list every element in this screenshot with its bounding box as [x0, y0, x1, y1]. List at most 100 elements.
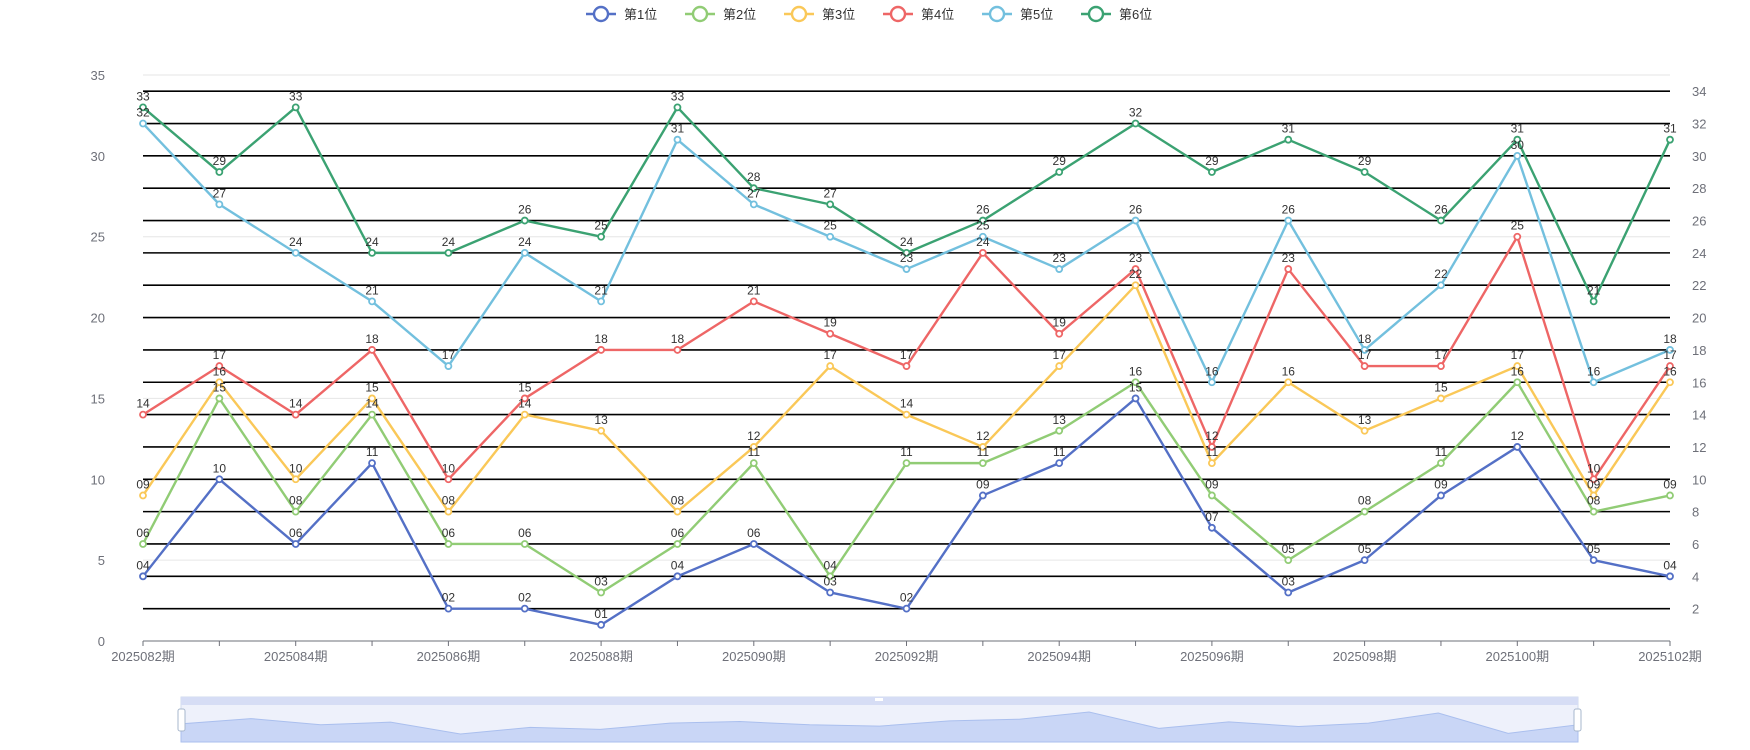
- data-point[interactable]: [1589, 507, 1598, 516]
- data-point[interactable]: [1284, 588, 1293, 597]
- data-point[interactable]: [444, 507, 453, 516]
- data-point[interactable]: [368, 410, 376, 419]
- data-point[interactable]: [1589, 297, 1598, 306]
- datazoom-move-handle[interactable]: [875, 698, 883, 701]
- data-point[interactable]: [1360, 346, 1369, 354]
- legend-item-4[interactable]: 第4位: [883, 5, 954, 23]
- legend-item-5[interactable]: 第5位: [982, 5, 1053, 23]
- data-point[interactable]: [597, 620, 605, 629]
- data-point[interactable]: [444, 248, 453, 257]
- data-point[interactable]: [1666, 378, 1674, 387]
- data-point[interactable]: [1131, 119, 1140, 128]
- data-point[interactable]: [978, 459, 987, 468]
- data-point[interactable]: [978, 248, 987, 257]
- data-point[interactable]: [673, 346, 682, 354]
- data-point[interactable]: [1437, 362, 1445, 370]
- data-point[interactable]: [1284, 265, 1293, 273]
- data-point[interactable]: [978, 491, 987, 500]
- data-point[interactable]: [444, 475, 453, 484]
- data-point[interactable]: [291, 507, 300, 516]
- data-point[interactable]: [520, 216, 529, 225]
- data-point[interactable]: [215, 378, 224, 387]
- datazoom-handle-left[interactable]: [177, 708, 186, 732]
- data-point[interactable]: [1208, 491, 1216, 500]
- data-point[interactable]: [902, 248, 911, 257]
- data-point[interactable]: [520, 248, 529, 257]
- data-point[interactable]: [215, 200, 224, 209]
- data-point[interactable]: [749, 443, 758, 451]
- data-point[interactable]: [1284, 556, 1293, 565]
- data-point[interactable]: [520, 410, 529, 419]
- data-point[interactable]: [1437, 394, 1445, 403]
- data-point[interactable]: [673, 103, 682, 112]
- data-point[interactable]: [1131, 265, 1140, 273]
- data-point[interactable]: [520, 604, 529, 613]
- data-point[interactable]: [368, 394, 376, 403]
- data-point[interactable]: [826, 572, 835, 581]
- data-point[interactable]: [673, 507, 682, 516]
- data-point[interactable]: [1360, 168, 1369, 176]
- data-point[interactable]: [1360, 362, 1369, 370]
- data-point[interactable]: [139, 540, 147, 548]
- data-point[interactable]: [1360, 556, 1369, 565]
- data-point[interactable]: [902, 604, 911, 613]
- data-point[interactable]: [749, 200, 758, 209]
- data-point[interactable]: [673, 135, 682, 144]
- data-point[interactable]: [826, 588, 835, 597]
- legend-item-3[interactable]: 第3位: [784, 5, 855, 23]
- data-point[interactable]: [902, 265, 911, 273]
- datazoom-handle-right[interactable]: [1573, 708, 1582, 732]
- data-point[interactable]: [139, 119, 147, 128]
- data-point[interactable]: [1055, 426, 1064, 435]
- data-point[interactable]: [368, 248, 376, 257]
- data-point[interactable]: [215, 394, 224, 403]
- data-point[interactable]: [749, 297, 758, 306]
- data-point[interactable]: [1666, 572, 1674, 581]
- data-point[interactable]: [1131, 394, 1140, 403]
- data-point[interactable]: [1360, 507, 1369, 516]
- data-point[interactable]: [1589, 556, 1598, 565]
- data-point[interactable]: [444, 362, 453, 370]
- data-point[interactable]: [826, 362, 835, 370]
- data-point[interactable]: [1437, 281, 1445, 290]
- data-point[interactable]: [291, 475, 300, 484]
- data-point[interactable]: [291, 103, 300, 112]
- data-point[interactable]: [673, 572, 682, 581]
- data-point[interactable]: [1666, 346, 1674, 354]
- data-point[interactable]: [826, 232, 835, 241]
- datazoom-slider[interactable]: [177, 696, 1582, 743]
- data-point[interactable]: [1666, 362, 1674, 370]
- data-point[interactable]: [1131, 378, 1140, 387]
- data-point[interactable]: [902, 410, 911, 419]
- data-point[interactable]: [1055, 362, 1064, 370]
- data-point[interactable]: [1589, 378, 1598, 387]
- data-point[interactable]: [1055, 459, 1064, 468]
- data-point[interactable]: [444, 540, 453, 548]
- data-point[interactable]: [368, 297, 376, 306]
- data-point[interactable]: [749, 184, 758, 193]
- data-point[interactable]: [1284, 378, 1293, 387]
- data-point[interactable]: [1513, 232, 1522, 241]
- data-point[interactable]: [1055, 265, 1064, 273]
- data-point[interactable]: [1208, 443, 1216, 451]
- legend[interactable]: 第1位 第2位 第3位 第4位 第5位 第6位: [586, 5, 1152, 23]
- data-point[interactable]: [520, 540, 529, 548]
- data-point[interactable]: [215, 475, 224, 484]
- legend-item-2[interactable]: 第2位: [685, 5, 756, 23]
- data-point[interactable]: [978, 216, 987, 225]
- data-point[interactable]: [1437, 216, 1445, 225]
- data-point[interactable]: [1513, 135, 1522, 144]
- data-point[interactable]: [139, 410, 147, 419]
- data-point[interactable]: [1131, 216, 1140, 225]
- data-point[interactable]: [1513, 151, 1522, 160]
- data-point[interactable]: [597, 346, 605, 354]
- data-point[interactable]: [826, 329, 835, 338]
- data-point[interactable]: [1208, 168, 1216, 176]
- data-point[interactable]: [1055, 168, 1064, 176]
- data-point[interactable]: [597, 426, 605, 435]
- data-point[interactable]: [978, 443, 987, 451]
- data-point[interactable]: [1208, 378, 1216, 387]
- data-point[interactable]: [139, 103, 147, 112]
- data-point[interactable]: [215, 362, 224, 370]
- data-point[interactable]: [1284, 135, 1293, 144]
